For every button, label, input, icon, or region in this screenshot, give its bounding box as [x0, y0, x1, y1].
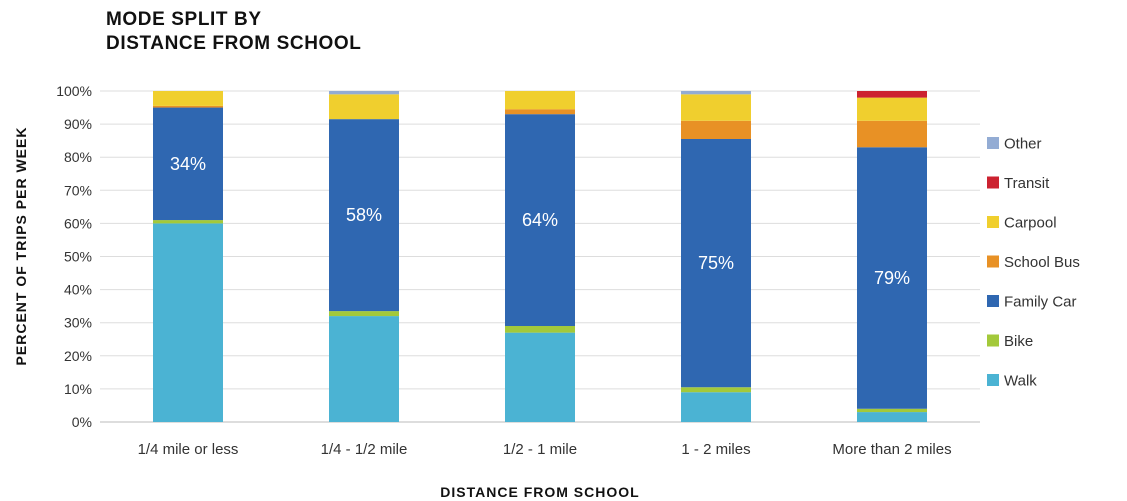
y-tick-label: 80% [64, 149, 92, 165]
legend-swatch-walk [987, 374, 999, 386]
bar-segment-family-car [681, 138, 751, 388]
bar-segment-school-bus [681, 120, 751, 139]
y-tick-label: 40% [64, 282, 92, 298]
bar-segment-walk [505, 332, 575, 422]
bar-segment-carpool [329, 94, 399, 120]
bar-segment-bike [857, 408, 927, 413]
data-label: 75% [698, 253, 734, 273]
legend-label-bike: Bike [1004, 333, 1033, 350]
bar-segment-other [681, 91, 751, 95]
bar-segment-transit [857, 91, 927, 98]
x-category-label: 1/4 mile or less [138, 441, 239, 458]
legend-swatch-bike [987, 334, 999, 347]
bars [153, 91, 927, 422]
data-label: 79% [874, 268, 910, 288]
bar-segment-bike [681, 387, 751, 393]
x-category-label: 1/2 - 1 mile [503, 441, 577, 458]
legend-swatch-carpool [987, 216, 999, 228]
bar-segment-walk [857, 412, 927, 422]
y-tick-label: 70% [64, 182, 92, 198]
data-label: 58% [346, 205, 382, 225]
x-category-label: 1 - 2 miles [681, 441, 750, 458]
chart-title: MODE SPLIT BY DISTANCE FROM SCHOOL [106, 8, 361, 56]
bar-segment-carpool [505, 91, 575, 110]
bar-segment-bike [153, 220, 223, 224]
bar-segment-carpool [857, 97, 927, 121]
legend-swatch-other [987, 137, 999, 149]
legend-label-carpool: Carpool [1004, 215, 1057, 232]
bar-segment-walk [681, 392, 751, 422]
legend-label-school-bus: School Bus [1004, 254, 1080, 271]
bar-segment-family-car [505, 114, 575, 327]
bar-segment-school-bus [153, 105, 223, 108]
y-axis-ticks: 0% 10% 20% 30% 40% 50% 60% 70% 80% 90% 100% [56, 83, 92, 430]
legend-swatch-transit [987, 176, 999, 189]
legend-label-other: Other [1004, 136, 1042, 153]
y-tick-label: 90% [64, 116, 92, 132]
legend-swatch-family-car [987, 295, 999, 307]
bar-segment-family-car [153, 107, 223, 221]
bar-segment-bike [505, 326, 575, 333]
bar-segment-school-bus [505, 109, 575, 115]
bar-segment-family-car [329, 119, 399, 312]
legend-label-walk: Walk [1004, 373, 1037, 390]
legend-label-family-car: Family Car [1004, 294, 1077, 311]
bar-segment-walk [153, 223, 223, 422]
bar-segment-bike [329, 311, 399, 317]
chart-title-line-2: DISTANCE FROM SCHOOL [106, 33, 362, 54]
y-tick-label: 20% [64, 348, 92, 364]
bar-segment-family-car [857, 147, 927, 409]
bar-segment-other [329, 91, 399, 95]
legend-swatch-school-bus [987, 255, 999, 268]
legend-label-transit: Transit [1004, 175, 1050, 192]
bar-segment-carpool [153, 91, 223, 106]
y-tick-label: 30% [64, 315, 92, 331]
chart-title-line-1: MODE SPLIT BY [106, 9, 262, 30]
y-tick-label: 60% [64, 215, 92, 231]
y-tick-label: 0% [72, 414, 92, 430]
bar-segment-carpool [681, 94, 751, 121]
x-axis-title: DISTANCE FROM SCHOOL [440, 484, 639, 500]
y-tick-label: 100% [56, 83, 92, 99]
y-axis-title: PERCENT OF TRIPS PER WEEK [13, 127, 29, 366]
data-labels: 34% 58% 64% 75% 79% [170, 154, 910, 288]
bar-segment-walk [329, 316, 399, 422]
data-label: 64% [522, 210, 558, 230]
bar-segment-school-bus [857, 120, 927, 148]
x-category-label: 1/4 - 1/2 mile [321, 441, 408, 458]
x-axis-categories: 1/4 mile or less 1/4 - 1/2 mile 1/2 - 1 mi… [138, 441, 952, 458]
x-category-label: More than 2 miles [832, 441, 951, 458]
y-tick-label: 50% [64, 249, 92, 265]
legend: Other Transit Carpool School Bus Family Car B… [987, 136, 1080, 390]
data-label: 34% [170, 154, 206, 174]
y-tick-label: 10% [64, 381, 92, 397]
